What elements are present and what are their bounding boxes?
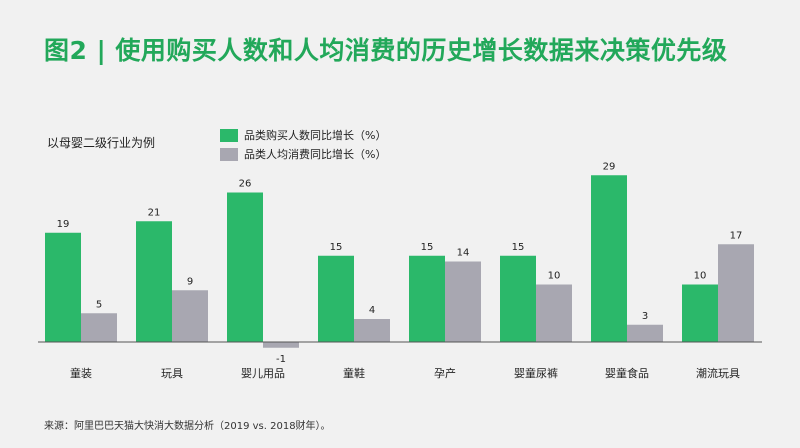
- bar-purchasers-7: [682, 284, 718, 342]
- bar-per-capita-7: [718, 244, 754, 342]
- data-label-per-capita-1: 9: [187, 276, 193, 287]
- legend-swatch-purchasers: [220, 128, 238, 142]
- bar-purchasers-3: [318, 255, 354, 342]
- data-label-purchasers-7: 10: [694, 271, 707, 282]
- bar-per-capita-2: [263, 342, 299, 348]
- bar-per-capita-1: [172, 290, 208, 342]
- data-label-per-capita-0: 5: [96, 299, 102, 310]
- data-label-per-capita-2: -1: [276, 354, 286, 365]
- data-label-purchasers-2: 26: [239, 179, 252, 190]
- data-label-purchasers-1: 21: [148, 207, 161, 218]
- legend-item-per-capita: 品类人均消费同比增长（%）: [220, 145, 386, 163]
- bar-purchasers-5: [500, 255, 536, 342]
- bar-purchasers-1: [136, 221, 172, 342]
- bar-per-capita-6: [627, 324, 663, 342]
- bar-purchasers-6: [591, 175, 627, 342]
- data-label-per-capita-6: 3: [642, 311, 648, 322]
- data-label-purchasers-4: 15: [421, 242, 434, 253]
- bar-purchasers-0: [45, 232, 81, 342]
- data-label-per-capita-7: 17: [730, 230, 743, 241]
- category-label-2: 婴儿用品: [241, 367, 285, 380]
- data-label-purchasers-5: 15: [512, 242, 525, 253]
- bar-purchasers-4: [409, 255, 445, 342]
- bar-per-capita-4: [445, 261, 481, 342]
- chart-subtitle: 以母婴二级行业为例: [47, 136, 156, 150]
- legend-swatch-per-capita: [220, 147, 238, 161]
- bar-per-capita-3: [354, 319, 390, 342]
- data-label-purchasers-3: 15: [330, 242, 343, 253]
- category-label-5: 婴童尿裤: [514, 366, 558, 380]
- category-label-7: 潮流玩具: [696, 366, 740, 380]
- source-note: 来源：阿里巴巴天猫大快消大数据分析（2019 vs. 2018财年）。: [44, 421, 331, 432]
- data-label-per-capita-3: 4: [369, 305, 375, 316]
- data-label-per-capita-5: 10: [548, 271, 561, 282]
- bar-per-capita-5: [536, 284, 572, 342]
- data-label-purchasers-6: 29: [603, 161, 616, 172]
- category-label-1: 玩具: [161, 367, 183, 380]
- legend: 品类购买人数同比增长（%） 品类人均消费同比增长（%）: [220, 126, 386, 164]
- page-title: 图2 | 使用购买人数和人均消费的历史增长数据来决策优先级: [44, 36, 728, 65]
- data-label-per-capita-4: 14: [457, 248, 470, 259]
- legend-label-purchasers: 品类购买人数同比增长（%）: [244, 129, 387, 142]
- category-label-4: 孕产: [434, 366, 456, 380]
- data-label-purchasers-0: 19: [57, 219, 70, 230]
- bar-purchasers-2: [227, 192, 263, 342]
- category-label-0: 童装: [70, 366, 92, 380]
- legend-label-per-capita: 品类人均消费同比增长（%）: [244, 148, 387, 161]
- bar-per-capita-0: [81, 313, 117, 342]
- category-label-3: 童鞋: [343, 366, 365, 380]
- legend-item-purchasers: 品类购买人数同比增长（%）: [220, 126, 386, 144]
- category-label-6: 婴童食品: [605, 366, 649, 380]
